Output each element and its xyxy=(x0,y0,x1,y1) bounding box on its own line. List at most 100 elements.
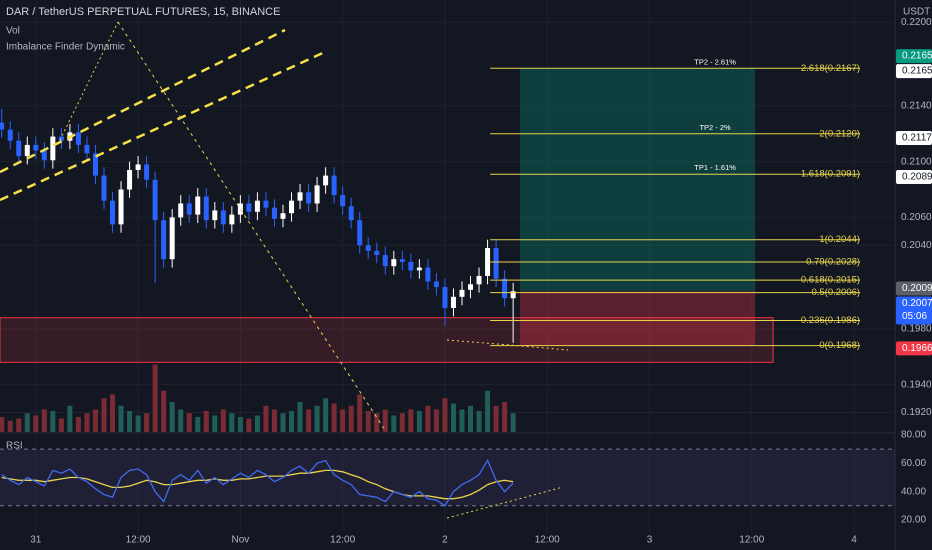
price-tag-label: 0.2165 xyxy=(902,66,932,77)
y-tick-label: 0.1920 xyxy=(901,407,932,418)
volume-bar xyxy=(271,409,277,432)
zone xyxy=(519,68,756,292)
volume-bar xyxy=(16,418,22,432)
candle-body xyxy=(127,170,133,190)
volume-bar xyxy=(254,415,260,432)
volume-bar xyxy=(493,405,499,432)
candle-body xyxy=(0,122,5,130)
candle-body xyxy=(365,245,371,251)
rsi-label: RSI xyxy=(6,441,23,452)
price-tag xyxy=(896,281,932,296)
candle-body xyxy=(391,259,397,267)
volume-bar xyxy=(357,394,363,432)
candle-body xyxy=(7,129,13,141)
indicator-label: Vol xyxy=(6,26,20,37)
volume-bar xyxy=(84,413,90,432)
tp-label: TP2 - 2.61% xyxy=(694,57,736,66)
volume-bar xyxy=(135,415,141,432)
candle-body xyxy=(144,164,150,180)
candle-body xyxy=(84,144,90,154)
volume-bar xyxy=(33,415,39,432)
volume-bar xyxy=(75,417,81,432)
grid xyxy=(0,0,895,532)
candle-body xyxy=(442,287,448,308)
candle-body xyxy=(169,217,175,260)
volume-bar xyxy=(24,413,30,432)
x-tick-label: 4 xyxy=(851,535,857,546)
volume-bar xyxy=(382,409,388,432)
candle-body xyxy=(50,136,56,161)
candle-body xyxy=(16,140,22,157)
candle-body xyxy=(331,175,337,196)
candle-body xyxy=(374,250,380,256)
volume-bar xyxy=(169,402,175,432)
candle-body xyxy=(468,284,474,290)
candle-body xyxy=(425,267,431,282)
fib-label: 2.618(0.2167) xyxy=(801,63,860,74)
candle-body xyxy=(289,200,295,214)
candle-body xyxy=(212,210,218,221)
rsi-tick-label: 20.00 xyxy=(901,515,926,526)
volume-bar xyxy=(416,411,422,432)
volume-bar xyxy=(161,390,167,432)
candle-body xyxy=(408,261,414,271)
candle-body xyxy=(476,275,482,285)
price-tag-label: 0.2165 xyxy=(902,51,932,62)
volume-bar xyxy=(476,411,482,432)
candle-body xyxy=(510,291,516,299)
candle-body xyxy=(297,192,303,201)
candle-body xyxy=(58,136,64,141)
candle-body xyxy=(323,175,329,186)
volume-bar xyxy=(101,398,107,432)
volume-bar xyxy=(433,409,439,432)
volume-bar xyxy=(229,413,235,432)
volume-bar xyxy=(399,413,405,432)
x-tick-label: 31 xyxy=(30,535,42,546)
candle-body xyxy=(246,203,252,212)
candle-body xyxy=(433,281,439,288)
fib-label: 1.618(0.2091) xyxy=(801,169,860,180)
volume-bar xyxy=(450,403,456,432)
fib-label: 0.618(0.2015) xyxy=(801,275,860,286)
price-tag-label: 0.2117 xyxy=(902,133,932,144)
volume-bar xyxy=(263,405,269,432)
y-tick-label: 0.1980 xyxy=(901,324,932,335)
volume-bar xyxy=(144,413,150,432)
price-tag xyxy=(896,169,932,184)
candle-body xyxy=(92,153,98,176)
rsi-band xyxy=(0,449,895,506)
volume-bar xyxy=(340,409,346,432)
candle-body xyxy=(237,203,243,215)
x-tick-label: 2 xyxy=(442,535,448,546)
candle-body xyxy=(348,206,354,221)
candle-body xyxy=(314,185,320,204)
currency-label: USDT xyxy=(903,7,930,18)
x-tick-label: 12:00 xyxy=(126,535,151,546)
zone xyxy=(0,317,774,363)
candle-body xyxy=(493,248,499,279)
rsi-ma-line xyxy=(1,469,514,500)
volume-bar xyxy=(502,402,508,432)
volume-bar xyxy=(118,405,124,432)
fib-label: 0.5(0.2006) xyxy=(811,287,860,298)
fib-label: 0(0.1968) xyxy=(819,340,860,351)
volume-bar xyxy=(50,411,56,432)
candle-body xyxy=(280,213,286,219)
volume-bar xyxy=(280,413,286,432)
volume-bar xyxy=(365,411,371,432)
x-tick-label: 12:00 xyxy=(330,535,355,546)
y-tick-label: 0.2140 xyxy=(901,101,932,112)
countdown: 05:06 xyxy=(902,311,927,322)
volume-bar xyxy=(186,413,192,432)
price-tag-label: 0.2007 xyxy=(902,298,932,309)
candle-body xyxy=(203,196,209,221)
price-tag xyxy=(896,49,932,64)
indicator-label: Imbalance Finder Dynamic xyxy=(6,42,125,53)
volume-bar xyxy=(67,405,73,432)
candle-body xyxy=(306,192,312,204)
volume-bar xyxy=(425,405,431,432)
volume-bar xyxy=(7,420,13,432)
rsi-divergence-line xyxy=(446,486,564,519)
rsi-line xyxy=(1,459,514,507)
volume-bar xyxy=(297,402,303,432)
